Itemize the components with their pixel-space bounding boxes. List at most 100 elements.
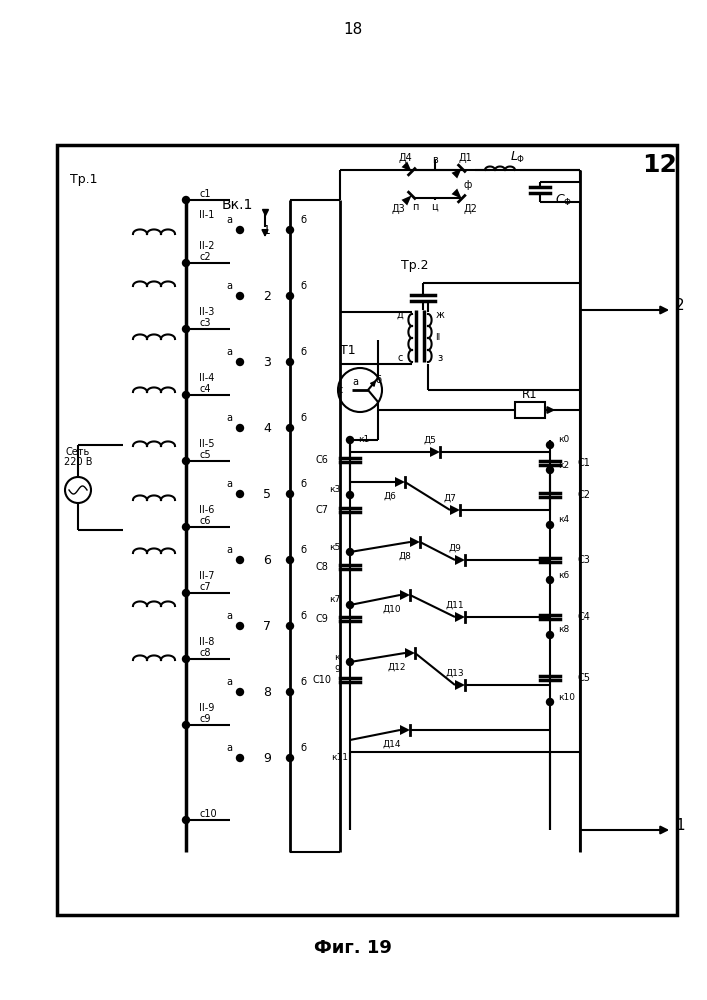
Polygon shape (405, 648, 415, 658)
Text: С10: С10 (312, 675, 332, 685)
Circle shape (182, 259, 189, 266)
Text: II-3: II-3 (199, 307, 214, 317)
Text: c6: c6 (199, 516, 211, 526)
Text: а: а (226, 545, 232, 555)
Text: б: б (300, 281, 306, 291)
Text: к0: к0 (558, 436, 569, 444)
Circle shape (237, 622, 243, 630)
Circle shape (286, 754, 293, 762)
Text: к5: к5 (329, 542, 340, 552)
Text: c8: c8 (199, 648, 211, 658)
Text: к3: к3 (329, 486, 340, 494)
Circle shape (237, 424, 243, 432)
Text: 2: 2 (675, 298, 685, 314)
Text: к8: к8 (558, 626, 569, 635)
Text: а: а (352, 377, 358, 387)
Circle shape (286, 227, 293, 233)
Polygon shape (455, 555, 465, 565)
Circle shape (346, 436, 354, 444)
Bar (515, 402, 545, 418)
Text: Д11: Д11 (445, 600, 464, 609)
Polygon shape (455, 612, 465, 622)
Circle shape (182, 589, 189, 596)
Text: 3: 3 (263, 356, 271, 368)
Text: б: б (375, 375, 381, 385)
Text: Д6: Д6 (384, 491, 397, 500)
Text: а: а (226, 611, 232, 621)
Text: c1: c1 (199, 189, 211, 199)
Text: а: а (226, 347, 232, 357)
Text: Д8: Д8 (399, 552, 411, 560)
Text: 2: 2 (263, 290, 271, 302)
Text: Сеть: Сеть (66, 447, 90, 457)
Circle shape (237, 359, 243, 365)
Polygon shape (400, 725, 410, 735)
Circle shape (237, 292, 243, 300)
Circle shape (346, 658, 354, 666)
Text: к: к (334, 652, 340, 662)
Text: II-2: II-2 (199, 241, 214, 251)
Text: c10: c10 (199, 809, 216, 819)
Polygon shape (402, 195, 411, 205)
Text: 18: 18 (344, 22, 363, 37)
Text: Д7: Д7 (443, 493, 457, 502)
Circle shape (346, 601, 354, 608)
Text: С4: С4 (578, 612, 591, 622)
Circle shape (547, 466, 554, 474)
Text: к10: к10 (558, 692, 575, 702)
Text: С9: С9 (315, 614, 329, 624)
Text: С7: С7 (315, 505, 329, 515)
Text: С5: С5 (578, 673, 591, 683)
Text: С3: С3 (578, 555, 591, 565)
Text: Д13: Д13 (445, 668, 464, 678)
Text: Д9: Д9 (448, 544, 462, 552)
Text: Д12: Д12 (387, 662, 407, 672)
Text: c3: c3 (199, 318, 211, 328)
Text: $C_Φ$: $C_Φ$ (555, 192, 572, 208)
Text: II-8: II-8 (199, 637, 214, 647)
Text: II-9: II-9 (199, 703, 214, 713)
Text: Д3: Д3 (391, 204, 405, 214)
Circle shape (547, 522, 554, 528)
Text: Д4: Д4 (398, 153, 412, 163)
Circle shape (286, 424, 293, 432)
Polygon shape (452, 189, 462, 199)
Text: к1: к1 (358, 436, 369, 444)
Text: к7: к7 (329, 595, 340, 604)
Text: Д1: Д1 (458, 153, 472, 163)
Text: Д5: Д5 (423, 436, 436, 444)
Text: c7: c7 (199, 582, 211, 592)
Text: c5: c5 (199, 450, 211, 460)
Circle shape (286, 359, 293, 365)
Polygon shape (452, 168, 462, 178)
Text: б: б (300, 479, 306, 489)
Text: I: I (415, 334, 417, 342)
Text: а: а (226, 215, 232, 225)
Text: Д10: Д10 (382, 604, 402, 613)
Text: д: д (397, 310, 404, 320)
Text: б: б (300, 545, 306, 555)
Polygon shape (450, 505, 460, 515)
Text: с: с (337, 385, 343, 395)
Text: а: а (226, 743, 232, 753)
Text: а: а (226, 281, 232, 291)
Text: II-4: II-4 (199, 373, 214, 383)
Circle shape (237, 754, 243, 762)
Text: б: б (300, 677, 306, 687)
Circle shape (286, 292, 293, 300)
Text: c4: c4 (199, 384, 211, 394)
Text: а: а (226, 413, 232, 423)
Text: с: с (397, 353, 403, 363)
Circle shape (286, 688, 293, 696)
Circle shape (182, 816, 189, 824)
Text: 7: 7 (263, 619, 271, 633)
Text: c2: c2 (199, 252, 211, 262)
Text: II: II (435, 334, 440, 342)
Text: 12: 12 (643, 153, 677, 177)
Text: II-7: II-7 (199, 571, 214, 581)
Circle shape (346, 548, 354, 556)
Text: 8: 8 (263, 686, 271, 698)
Text: 220 В: 220 В (64, 457, 92, 467)
Text: б: б (300, 413, 306, 423)
Text: б: б (300, 215, 306, 225)
